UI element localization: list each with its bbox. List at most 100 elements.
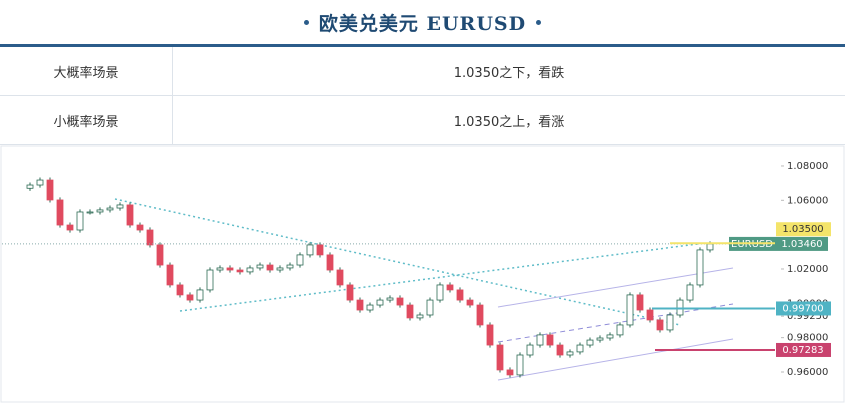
candle-body	[596, 337, 604, 341]
candle-body	[406, 304, 414, 319]
channel-line	[497, 338, 734, 381]
table-row: 大概率场景 1.0350之下，看跌	[0, 47, 845, 96]
bullet	[303, 19, 309, 25]
candle-body	[76, 211, 84, 231]
candle-body	[306, 244, 314, 256]
candle-body	[366, 304, 374, 311]
candle-body	[246, 267, 254, 273]
candle-body	[416, 314, 424, 319]
candle-body	[666, 314, 674, 331]
candle-body	[566, 351, 574, 356]
candle-body	[516, 354, 524, 376]
y-tick-label: 1.08000	[787, 161, 828, 172]
candle-body	[586, 339, 594, 346]
level-label: 1.03500	[782, 224, 823, 235]
candle-body	[166, 264, 174, 286]
symbol-label: EURUSD	[731, 239, 773, 250]
candle-body	[156, 244, 164, 266]
candle-body	[66, 224, 74, 231]
candle-body	[196, 289, 204, 301]
y-tick-label: 0.98000	[787, 333, 828, 344]
candle-body	[106, 207, 114, 211]
candle-body	[356, 299, 364, 311]
candle-body	[36, 179, 44, 186]
trend-line	[114, 198, 681, 326]
candle-body	[506, 369, 514, 376]
level-label: 0.99700	[782, 303, 823, 314]
candle-body	[456, 289, 464, 301]
candle-body	[396, 297, 404, 306]
table-row: 小概率场景 1.0350之上，看涨	[0, 96, 845, 145]
current-price-label: 1.03460	[781, 239, 822, 250]
title: 欧美兑美元 EURUSD	[318, 12, 527, 35]
y-tick-label: 0.96000	[787, 367, 828, 378]
candle-body	[146, 229, 154, 246]
candle-body	[686, 284, 694, 301]
candle-body	[536, 334, 544, 346]
chart-frame	[0, 145, 845, 403]
candle-body	[296, 254, 304, 266]
candle-body	[656, 319, 664, 331]
candle-body	[476, 304, 484, 326]
table-cell: 1.0350之上，看涨	[453, 114, 565, 130]
level-tag	[776, 301, 831, 316]
candle-body	[266, 264, 274, 271]
candle-body	[26, 184, 34, 189]
candle-body	[96, 209, 104, 213]
chart: 1.080001.060001.020001.000000.992500.980…	[0, 145, 845, 403]
candle-body	[136, 224, 144, 231]
table-cell: 大概率场景	[0, 47, 173, 95]
candle-body	[46, 179, 54, 201]
level-label: 0.97283	[782, 345, 823, 356]
y-tick-label: 1.02000	[787, 264, 828, 275]
current-price-tag	[776, 236, 828, 251]
candle-body	[116, 204, 124, 209]
candle-body	[376, 299, 384, 306]
candle-body	[316, 244, 324, 256]
channel-line	[497, 267, 734, 308]
candle-body	[446, 284, 454, 291]
trend-line	[179, 242, 706, 312]
candle-body	[226, 267, 234, 271]
candle-body	[216, 267, 224, 271]
candle-body	[426, 299, 434, 316]
candle-body	[546, 334, 554, 346]
y-tick-label: 0.99250	[787, 311, 828, 322]
candle-body	[286, 264, 294, 269]
table-cell: 小概率场景	[0, 96, 173, 144]
candle-body	[86, 211, 94, 214]
candle-body	[636, 294, 644, 311]
table-cell: 1.0350之下，看跌	[453, 65, 565, 81]
candle-body	[436, 284, 444, 301]
candle-body	[186, 294, 194, 301]
candle-body	[646, 309, 654, 321]
header: 欧美兑美元 EURUSD	[0, 0, 845, 47]
level-tag	[776, 222, 831, 237]
candle-body	[496, 344, 504, 371]
candle-body	[256, 264, 264, 269]
candle-body	[696, 249, 704, 286]
candle-body	[126, 204, 134, 226]
candle-body	[276, 267, 284, 271]
candle-body	[56, 199, 64, 226]
candle-body	[626, 294, 634, 326]
y-tick-label: 1.06000	[787, 195, 828, 206]
candle-body	[606, 334, 614, 339]
candle-body	[386, 297, 394, 301]
candle-body	[616, 324, 624, 336]
candle-body	[556, 344, 564, 356]
level-tag	[776, 342, 831, 357]
candle-body	[176, 284, 184, 296]
candle-body	[346, 284, 354, 301]
bullet	[536, 19, 542, 25]
candle-body	[466, 299, 474, 306]
candle-body	[526, 344, 534, 356]
candle-body	[206, 269, 214, 291]
candle-body	[576, 344, 584, 353]
candle-body	[236, 269, 244, 273]
candle-body	[336, 269, 344, 286]
candle-body	[706, 243, 714, 251]
candle-body	[486, 324, 494, 346]
candle-body	[326, 254, 334, 271]
